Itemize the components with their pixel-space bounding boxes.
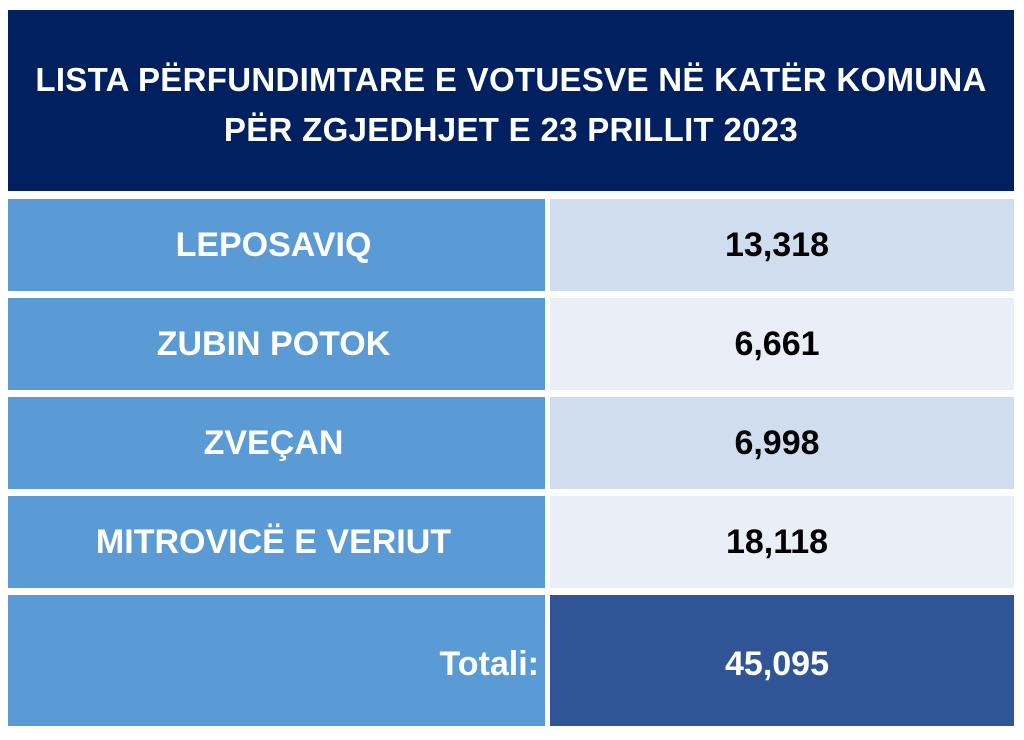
total-value: 45,095 (550, 595, 1014, 726)
voter-count: 6,998 (550, 397, 1014, 489)
municipality-name: ZVEÇAN (8, 397, 545, 489)
table-row: LEPOSAVIQ 13,318 (8, 199, 1014, 291)
title-line-1: LISTA PËRFUNDIMTARE E VOTUESVE NË KATËR … (35, 60, 987, 98)
table-row: ZUBIN POTOK 6,661 (8, 298, 1014, 390)
table-row: MITROVICË E VERIUT 18,118 (8, 496, 1014, 588)
municipality-name: MITROVICË E VERIUT (8, 496, 545, 588)
voter-count: 6,661 (550, 298, 1014, 390)
municipality-name: ZUBIN POTOK (8, 298, 545, 390)
voter-count: 18,118 (550, 496, 1014, 588)
total-row: Totali: 45,095 (8, 595, 1014, 726)
title-line-2: PËR ZGJEDHJET E 23 PRILLIT 2023 (223, 110, 799, 148)
total-label: Totali: (8, 595, 545, 726)
municipality-name: LEPOSAVIQ (8, 199, 545, 291)
table-row: ZVEÇAN 6,998 (8, 397, 1014, 489)
voters-table: LISTA PËRFUNDIMTARE E VOTUESVE NË KATËR … (8, 10, 1014, 726)
voter-count: 13,318 (550, 199, 1014, 291)
table-header: LISTA PËRFUNDIMTARE E VOTUESVE NË KATËR … (8, 10, 1014, 191)
